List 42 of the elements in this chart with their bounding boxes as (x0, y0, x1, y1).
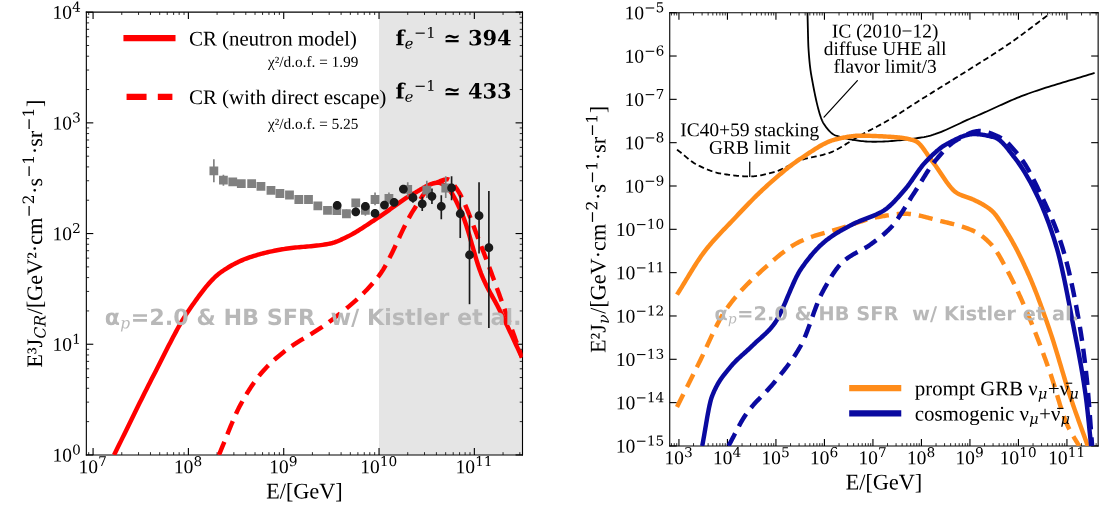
annotation: f$_{e}$$^{−1}$ ≃ 394 (396, 26, 511, 49)
y-tick-label: 10$^{−6}$ (626, 45, 664, 63)
x-tick-label: 10$^{8}$ (175, 455, 202, 474)
annotation: IC40+59 stacking GRB limit (680, 122, 819, 155)
y-tick-label: 10$^{−12}$ (617, 305, 663, 323)
x-tick-label: 10$^{10}$ (1001, 447, 1036, 465)
annotation: f$_{e}$$^{−1}$ ≃ 433 (396, 80, 511, 102)
x-tick-label: 10$^{10}$ (361, 455, 397, 474)
y-tick-label: 10$^{2}$ (54, 222, 80, 241)
y-tick-label: 10$^{−11}$ (617, 262, 663, 280)
annotation: IC (2010−12) diffuse UHE all flavor limit/3 (824, 23, 947, 73)
x-tick-label: 10$^{3}$ (666, 447, 692, 465)
x-tick-label: 10$^{7}$ (80, 456, 106, 474)
text: E²J$_{ν}$/[GeV·cm$^{−2}$·s$^{−1}$·sr$^{−1}$] (585, 107, 609, 353)
x-tick-label: 10$^{6}$ (811, 447, 838, 465)
y-tick-label: 10$^{1}$ (54, 333, 79, 352)
y-tick-label: 10$^{4}$ (54, 1, 81, 19)
x-tick-label: 10$^{9}$ (957, 447, 983, 465)
y-tick-label: 10$^{−15}$ (617, 435, 664, 453)
y-tick-label: 10$^{−5}$ (626, 2, 664, 20)
y-tick-label: 10$^{3}$ (54, 112, 80, 130)
x-tick-label: 10$^{11}$ (457, 455, 491, 474)
x-tick-label: 10$^{5}$ (763, 447, 789, 465)
y-tick-label: 10$^{−7}$ (626, 88, 664, 107)
annotation: χ²/d.o.f. = 5.25 (267, 118, 358, 133)
x-tick-label: 10$^{7}$ (860, 447, 886, 465)
legend-label: CR (neutron model) (189, 31, 356, 50)
x-axis-title: E/[GeV] (846, 474, 921, 493)
annotation: χ²/d.o.f. = 1.99 (267, 56, 358, 71)
x-axis-title: E/[GeV] (266, 482, 342, 502)
text: E³J$_{CR}$/[GeV²·cm$^{−2}$·s$^{−1}$·sr$^{−1}$] (22, 101, 46, 368)
y-tick-label: 10$^{−10}$ (617, 218, 664, 237)
y-tick-label: 10$^{−8}$ (626, 132, 664, 150)
x-tick-label: 10$^{4}$ (714, 447, 741, 465)
y-tick-label: 10$^{−9}$ (626, 175, 664, 193)
x-tick-label: 10$^{9}$ (270, 455, 297, 474)
y-tick-label: 10$^{0}$ (54, 444, 80, 462)
y-tick-label: 10$^{−13}$ (617, 348, 664, 367)
y-tick-label: 10$^{−14}$ (617, 392, 664, 410)
x-tick-label: 10$^{11}$ (1049, 447, 1084, 465)
legend-label: CR (with direct escape) (189, 89, 386, 109)
x-tick-label: 10$^{8}$ (908, 447, 935, 465)
